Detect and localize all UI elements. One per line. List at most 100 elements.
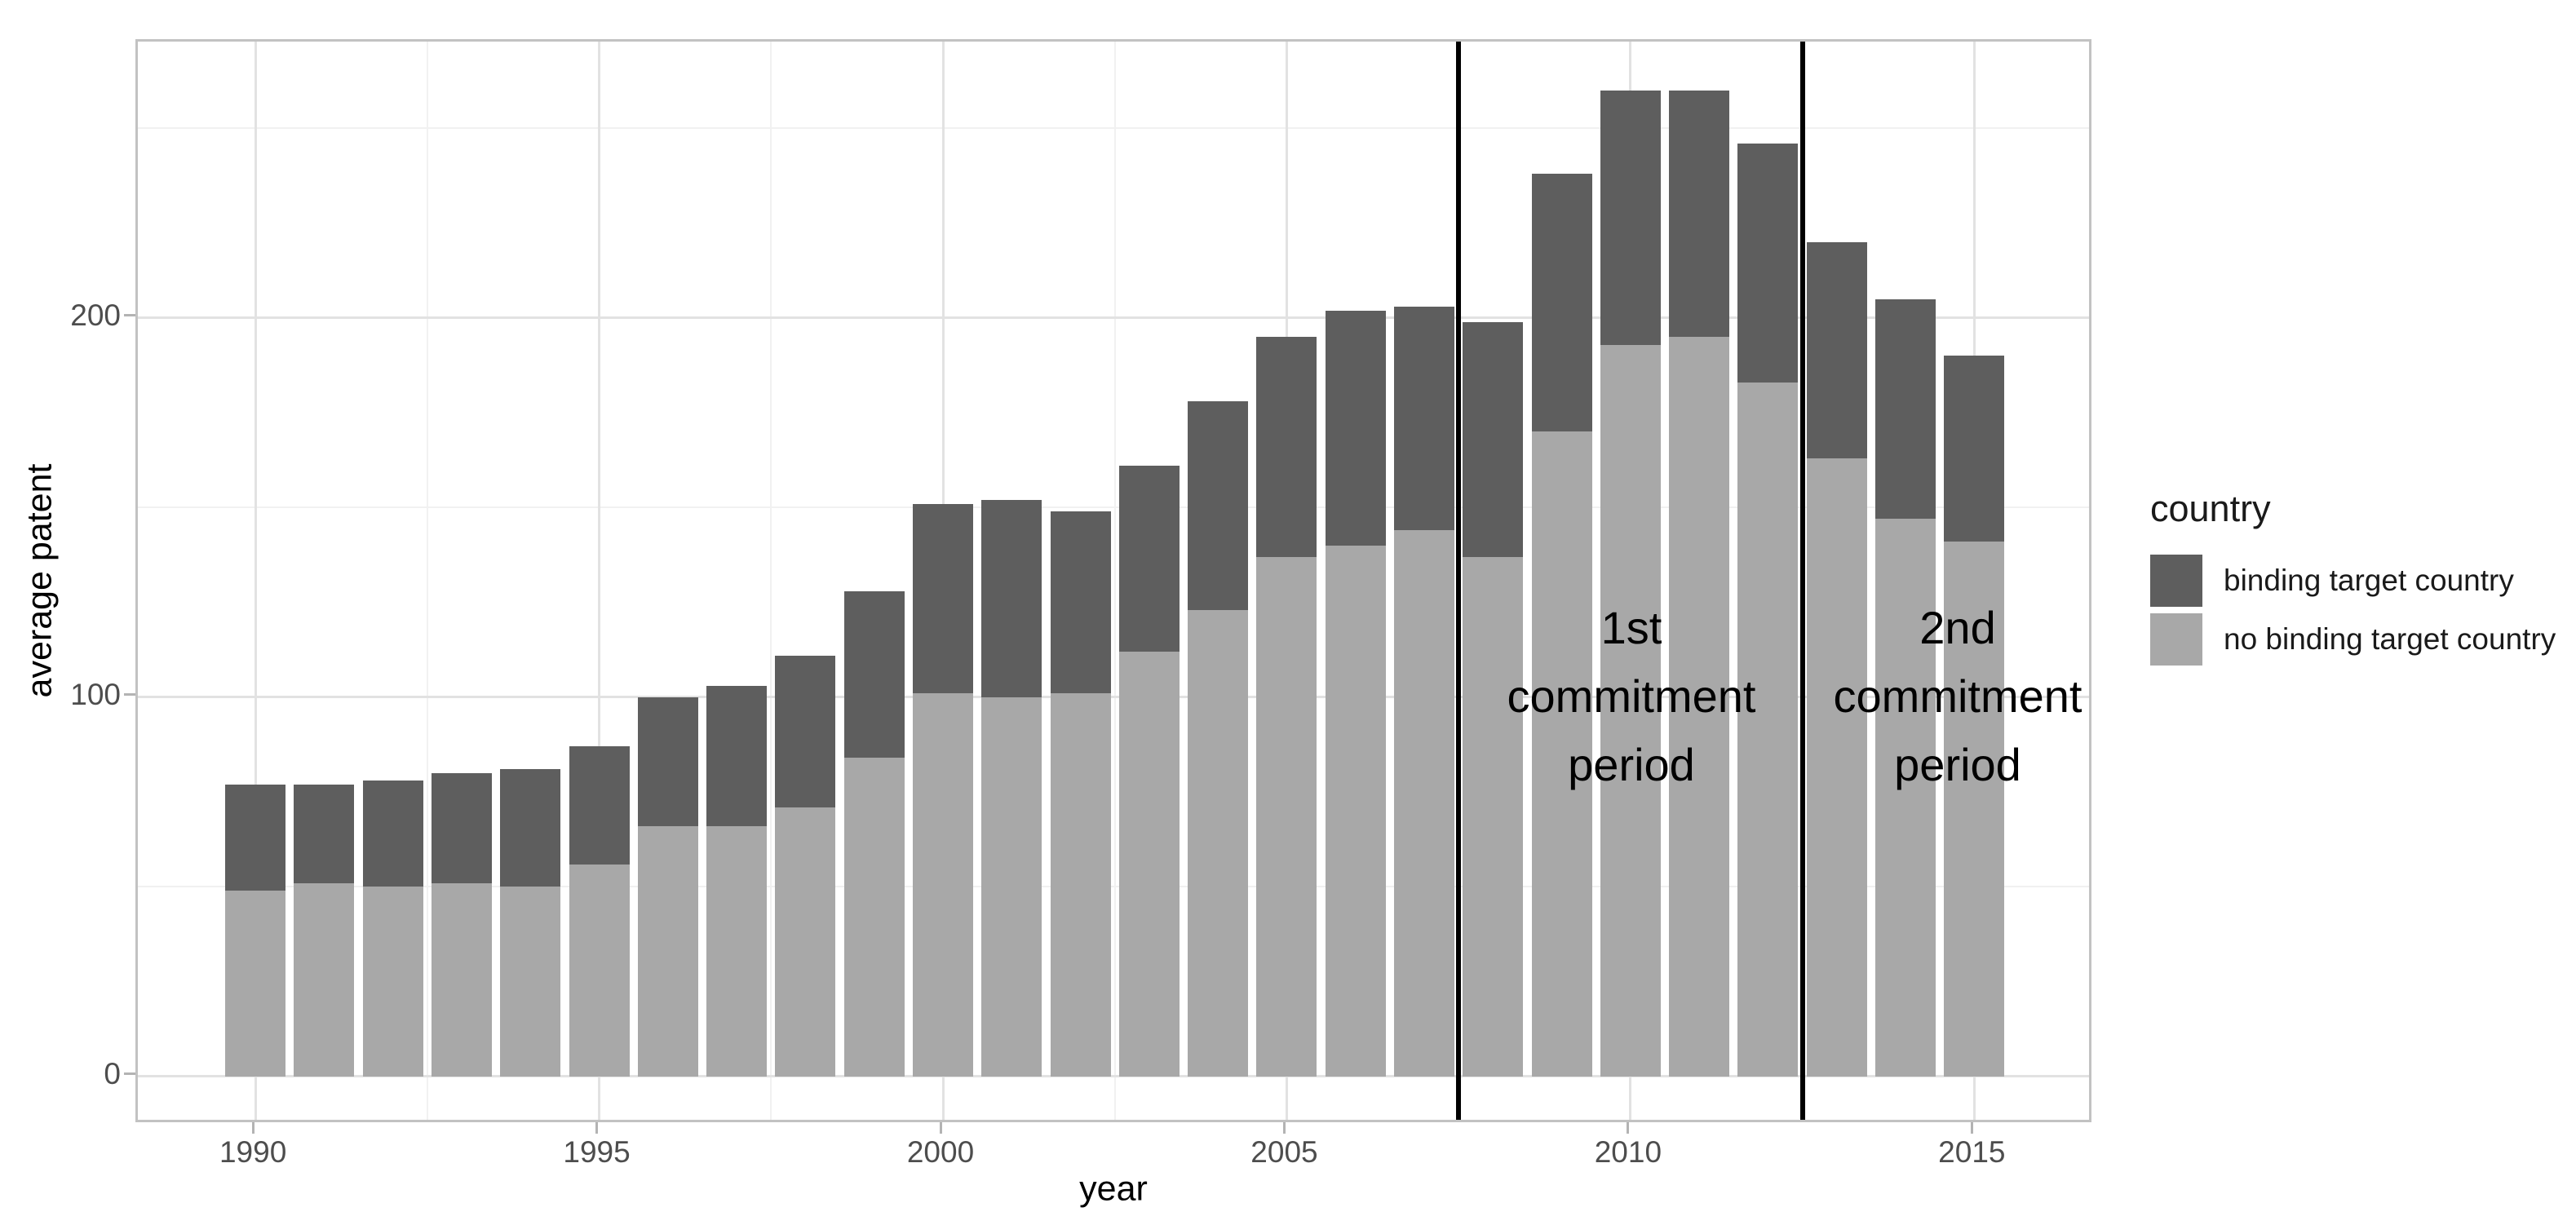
bar-2004-no-binding xyxy=(1188,610,1249,1077)
bar-2005-no-binding xyxy=(1256,556,1317,1077)
bar-2005-binding xyxy=(1256,337,1317,557)
x-tick-label-2005: 2005 xyxy=(1250,1135,1318,1169)
annotation-1st-commitment-period: 1st commitment period xyxy=(1507,594,1756,799)
legend-swatch-1 xyxy=(2150,613,2202,666)
h-gridline-200 xyxy=(138,316,2089,320)
bar-2008-no-binding xyxy=(1463,556,1524,1077)
bar-2011-no-binding xyxy=(1669,337,1730,1077)
v-gridline-1995 xyxy=(598,42,601,1120)
v-gridline-minor-1997.5 xyxy=(770,42,772,1120)
bar-2013-no-binding xyxy=(1806,458,1867,1077)
h-gridline-0 xyxy=(138,1075,2089,1078)
bar-1992-binding xyxy=(362,781,423,887)
bar-2015-binding xyxy=(1944,356,2005,542)
h-gridline-minor-250 xyxy=(138,127,2089,130)
bar-2015-no-binding xyxy=(1944,542,2005,1077)
bar-1995-binding xyxy=(569,746,630,865)
annotation-line: commitment xyxy=(1507,670,1756,722)
y-tick-100 xyxy=(124,693,135,697)
bar-2006-no-binding xyxy=(1325,545,1386,1077)
bar-2000-no-binding xyxy=(913,693,973,1077)
bar-2008-binding xyxy=(1463,321,1524,557)
legend-swatch-0 xyxy=(2150,555,2202,607)
bar-2010-no-binding xyxy=(1600,344,1661,1077)
x-tick-label-2010: 2010 xyxy=(1594,1135,1662,1169)
legend-item-label: no binding target country xyxy=(2224,622,2556,656)
x-tick-1990 xyxy=(251,1122,255,1134)
bar-1990-no-binding xyxy=(225,891,286,1077)
bar-2014-binding xyxy=(1875,299,1936,520)
bar-1999-binding xyxy=(843,590,905,758)
annotation-line: period xyxy=(1894,739,2021,790)
bar-1994-no-binding xyxy=(500,887,561,1077)
y-tick-0 xyxy=(124,1072,135,1076)
legend-title: country xyxy=(2150,488,2271,529)
bar-2001-no-binding xyxy=(981,697,1042,1077)
bar-1996-no-binding xyxy=(637,826,698,1077)
bar-2002-no-binding xyxy=(1050,693,1111,1077)
bar-2006-binding xyxy=(1325,310,1386,546)
h-gridline-100 xyxy=(138,696,2089,699)
commitment-period-line-2 xyxy=(1799,42,1805,1120)
bar-2001-binding xyxy=(981,500,1042,697)
bar-2003-binding xyxy=(1118,466,1180,652)
bar-2009-binding xyxy=(1531,174,1592,432)
bar-2007-binding xyxy=(1394,307,1455,531)
bar-2013-binding xyxy=(1806,241,1867,458)
bar-1995-no-binding xyxy=(569,864,630,1077)
x-tick-label-1995: 1995 xyxy=(563,1135,631,1169)
x-tick-2000 xyxy=(939,1122,942,1134)
bar-2003-no-binding xyxy=(1118,652,1180,1077)
x-tick-2005 xyxy=(1282,1122,1286,1134)
x-tick-label-1990: 1990 xyxy=(219,1135,287,1169)
bar-1993-no-binding xyxy=(431,882,492,1077)
h-gridline-minor-150 xyxy=(138,506,2089,509)
annotation-line: 2nd xyxy=(1919,602,1996,653)
bar-2009-no-binding xyxy=(1531,431,1592,1077)
x-tick-2010 xyxy=(1627,1122,1630,1134)
bar-2012-binding xyxy=(1737,144,1799,383)
bar-2014-no-binding xyxy=(1875,519,1936,1077)
bar-1993-binding xyxy=(431,772,492,883)
y-tick-200 xyxy=(124,314,135,317)
bar-1992-no-binding xyxy=(362,887,423,1077)
plot-panel xyxy=(135,39,2091,1122)
bar-1990-binding xyxy=(225,784,286,891)
bar-1996-binding xyxy=(637,697,698,827)
legend: country binding target country no bindin… xyxy=(2150,488,2556,672)
v-gridline-1990 xyxy=(254,42,257,1120)
bar-2004-binding xyxy=(1188,401,1249,610)
annotation-line: 1st xyxy=(1600,602,1662,653)
bar-1997-binding xyxy=(706,686,768,827)
x-tick-label-2015: 2015 xyxy=(1938,1135,2006,1169)
x-tick-label-2000: 2000 xyxy=(906,1135,975,1169)
legend-item-label: binding target country xyxy=(2224,564,2514,597)
bar-2012-no-binding xyxy=(1737,383,1799,1077)
bar-1998-binding xyxy=(775,655,836,807)
y-axis-title: average patent xyxy=(20,463,60,698)
legend-item-binding: binding target country xyxy=(2150,555,2556,607)
bar-2011-binding xyxy=(1669,90,1730,338)
bar-2002-binding xyxy=(1050,511,1111,694)
x-tick-2015 xyxy=(1970,1122,1973,1134)
bar-1997-no-binding xyxy=(706,826,768,1077)
bar-1998-no-binding xyxy=(775,807,836,1077)
bar-1994-binding xyxy=(500,769,561,887)
annotation-line: commitment xyxy=(1833,670,2082,722)
y-tick-label-200: 200 xyxy=(70,298,121,332)
v-gridline-minor-1992.5 xyxy=(426,42,428,1120)
y-tick-label-0: 0 xyxy=(104,1056,121,1090)
commitment-period-line-1 xyxy=(1456,42,1462,1120)
bar-2010-binding xyxy=(1600,90,1661,345)
bar-1991-no-binding xyxy=(294,882,355,1077)
x-axis-title: year xyxy=(1079,1169,1148,1209)
bar-2000-binding xyxy=(913,503,973,694)
annotation-2nd-commitment-period: 2nd commitment period xyxy=(1834,594,2082,799)
h-gridline-minor-50 xyxy=(138,886,2089,888)
annotation-line: period xyxy=(1568,739,1695,790)
bar-1999-no-binding xyxy=(843,758,905,1077)
bar-1991-binding xyxy=(294,784,355,883)
y-tick-label-100: 100 xyxy=(70,677,121,711)
legend-item-no-binding: no binding target country xyxy=(2150,613,2556,666)
